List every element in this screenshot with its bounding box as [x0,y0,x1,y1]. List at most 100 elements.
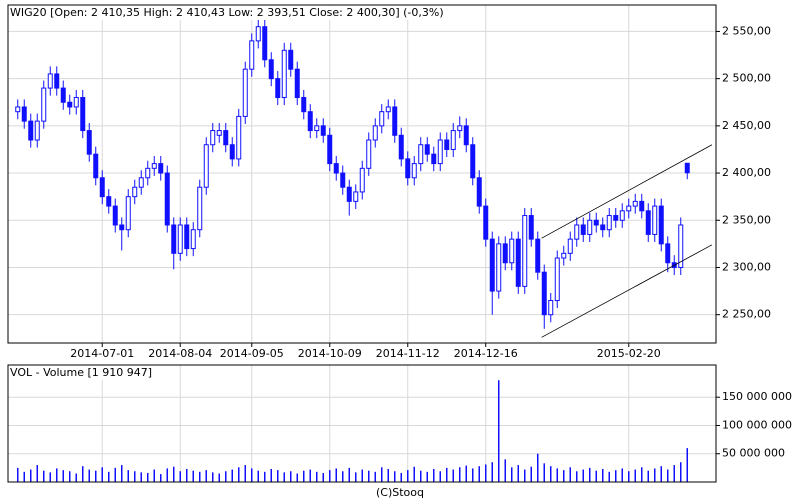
x-tick-label: 2014-08-04 [148,347,212,360]
volume-bar [264,471,266,482]
volume-bar [589,467,591,482]
volume-bar [140,472,142,482]
volume-bar [524,469,526,482]
volume-bar [446,467,448,482]
candle-body [372,125,378,141]
candle-body [21,106,27,122]
volume-bar [218,473,220,482]
candle-body [138,177,144,188]
volume-bar [270,469,272,482]
volume-bar [348,467,350,482]
candle-body [60,87,66,103]
candle-body [385,106,391,113]
footer: (C)Stooq [376,486,424,499]
candle-body [112,205,118,226]
candle-body [431,153,437,165]
volume-bar [608,471,610,482]
volume-bar [88,469,90,482]
x-tick-label: 2014-10-09 [298,347,362,360]
candle-body [333,163,339,174]
candle-body [437,139,443,165]
volume-bar [134,471,136,482]
volume-bar [82,466,84,482]
candle-body [262,26,268,61]
volume-bar [413,466,415,482]
volume-bar [355,472,357,482]
candle-body [353,191,359,202]
candle-body [236,115,242,160]
volume-bar [537,453,539,482]
volume-bar [569,467,571,482]
candle-body [502,243,508,264]
y-tick-label: 2 350,00 [722,213,771,226]
candle-body [580,224,586,235]
volume-bar [368,470,370,482]
candle-body [639,200,645,212]
candle-body [190,229,196,250]
volume-bar [179,471,181,482]
x-tick-label: 2015-02-20 [597,347,661,360]
candle-body [561,252,567,259]
volume-bar [199,471,201,482]
volume-bar [407,470,409,482]
volume-bar [335,468,337,482]
candle-body [41,87,47,122]
candle-body [47,73,53,89]
y-tick-label: 50 000 000 [722,447,785,460]
candle-body [229,144,235,160]
candle-body [359,167,365,193]
volume-bar [257,470,259,482]
volume-bar [452,469,454,482]
volume-bar [543,463,545,482]
volume-bar [615,470,617,482]
volume-bar [680,462,682,482]
volume-bar [23,471,25,482]
volume-bar [303,470,305,482]
x-tick-label: 2014-11-12 [376,347,440,360]
candle-body [132,186,138,198]
volume-bar [686,448,688,482]
volume-bar [244,465,246,482]
candle-body [613,215,619,221]
candle-body [411,163,417,179]
candle-body [106,196,112,207]
volume-bar [342,471,344,482]
candle-body [665,243,671,264]
volume-bar [667,469,669,482]
volume-bar [17,467,19,482]
candle-body [255,26,261,42]
volume-bar [530,466,532,482]
volume-bar [361,469,363,482]
volume-bar [374,471,376,482]
panel-title: VOL - Volume [1 910 947] [10,366,152,379]
trendline [541,144,713,239]
candle-body [242,68,248,117]
volume-bar [108,471,110,482]
candle-body [535,238,541,273]
volume-bar [322,472,324,482]
y-tick-label: 2 450,00 [722,119,771,132]
volume-bar [621,468,623,482]
volume-bar [654,468,656,482]
volume-bar [166,468,168,482]
candle-body [600,224,606,231]
y-tick-label: 100 000 000 [722,418,792,431]
candle-body [151,163,157,169]
volume-bar [43,470,45,482]
plot-frame [7,364,717,483]
volume-bar [381,467,383,482]
candle-body [301,97,307,113]
candle-body [164,172,170,226]
candle-body [80,97,86,132]
title-background [9,366,156,380]
panel-title: WIG20 [Open: 2 410,35 High: 2 410,43 Low… [10,6,444,19]
candle-body [197,186,203,231]
candle-body [203,144,209,188]
x-tick-label: 2014-09-05 [220,347,284,360]
volume-bar [641,467,643,482]
volume-bar [439,471,441,482]
volume-bar [628,471,630,482]
candle-body [398,134,404,160]
candle-body [515,238,521,287]
volume-bar [62,470,64,482]
